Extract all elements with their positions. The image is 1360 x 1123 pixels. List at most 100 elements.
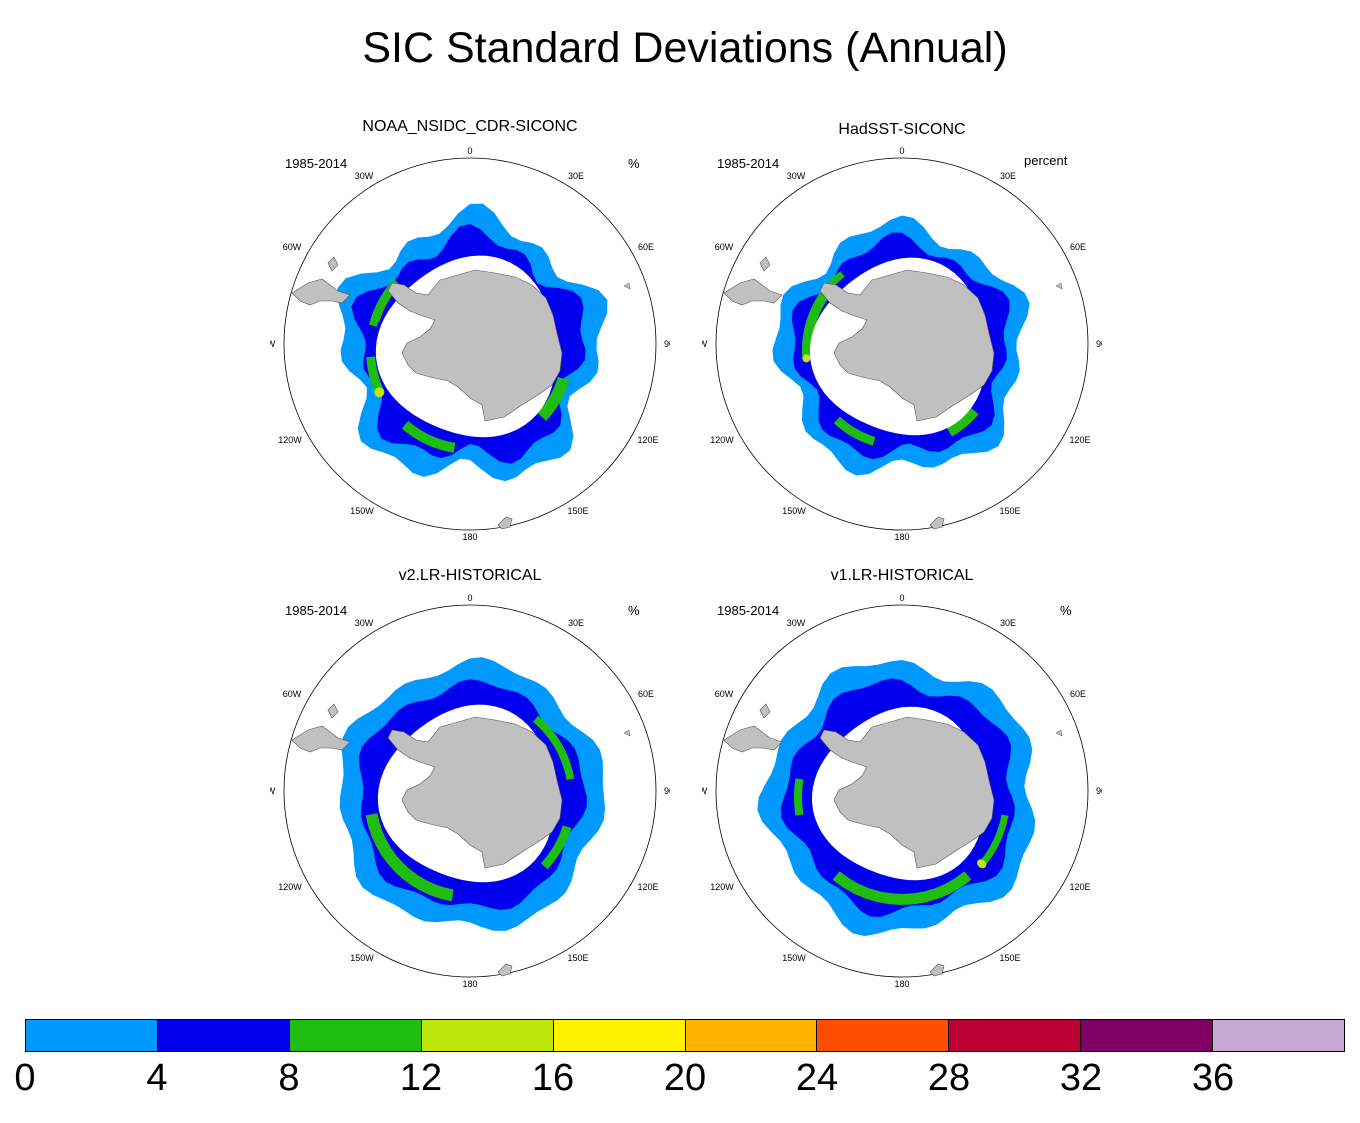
map-panel-noaa: NOAA_NSIDC_CDR-SICONC 1985-2014 % 0 30E 60… — [270, 115, 670, 555]
colorbar — [25, 1019, 1345, 1052]
colorbar-tick-label: 4 — [146, 1057, 168, 1099]
sic-level-8-12 — [947, 407, 979, 437]
sic-level-8-12 — [833, 416, 876, 446]
lon-label: 90W — [270, 339, 276, 349]
lon-label: 90E — [1096, 786, 1102, 796]
lon-label: 30E — [1000, 171, 1016, 181]
lon-label: 30W — [787, 171, 806, 181]
lon-label: 90W — [702, 339, 708, 349]
colorbar-tick-label: 20 — [663, 1057, 707, 1099]
panel-title: v2.LR-HISTORICAL — [398, 567, 542, 584]
lon-label: 120E — [1069, 882, 1090, 892]
colorbar-swatch — [1213, 1020, 1345, 1051]
lon-label: 90W — [702, 786, 708, 796]
lon-label: 60E — [638, 242, 654, 252]
colorbar-swatch — [949, 1020, 1082, 1051]
sic-level-8-12 — [401, 420, 456, 453]
lon-label: 0 — [899, 146, 904, 156]
sic-level-8-12 — [365, 813, 454, 902]
colorbar-tick-label: 12 — [399, 1057, 443, 1099]
panel-period: 1985-2014 — [717, 156, 780, 171]
lon-label: 0 — [467, 593, 472, 603]
colorbar-swatch — [553, 1020, 686, 1051]
lon-label: 30E — [568, 618, 584, 628]
lon-label: 60E — [1070, 689, 1086, 699]
lon-label: 150E — [567, 506, 588, 516]
panel-units: % — [628, 156, 640, 171]
lon-label: 180 — [462, 532, 477, 542]
panel-title: HadSST-SICONC — [838, 121, 966, 138]
lon-label: 90E — [664, 339, 670, 349]
lon-label: 30W — [355, 171, 374, 181]
lon-label: 180 — [894, 532, 909, 542]
colorbar-tick-label: 32 — [1059, 1057, 1103, 1099]
lon-label: 90E — [1096, 339, 1102, 349]
colorbar-tick-label: 28 — [927, 1057, 971, 1099]
island-landmass — [1055, 729, 1063, 737]
sic-level-8-12 — [537, 376, 570, 421]
lon-label: 0 — [899, 593, 904, 603]
south-america-landmass — [723, 703, 783, 753]
map-panel-v1: v1.LR-HISTORICAL 1985-2014 % 0 30E 60E 90E 1… — [702, 562, 1102, 1002]
south-america-landmass — [291, 703, 351, 753]
antarctica-landmass — [387, 716, 563, 869]
lon-label: 120W — [710, 882, 734, 892]
lon-label: 30W — [787, 618, 806, 628]
lon-label: 150E — [567, 953, 588, 963]
new-zealand-landmass — [497, 516, 513, 530]
island-landmass — [623, 729, 631, 737]
figure-title: SIC Standard Deviations (Annual) — [362, 24, 1008, 72]
lon-label: 0 — [467, 146, 472, 156]
island-landmass — [623, 282, 631, 290]
panel-period: 1985-2014 — [717, 603, 780, 618]
map-panel-v2: v2.LR-HISTORICAL 1985-2014 % 0 30E 60E 90E 1… — [270, 562, 670, 1002]
island-landmass — [1055, 282, 1063, 290]
lon-label: 60W — [715, 689, 734, 699]
sic-level-8-12 — [366, 356, 385, 396]
colorbar-swatch — [685, 1020, 818, 1051]
sic-level-8-12 — [794, 778, 804, 816]
new-zealand-landmass — [929, 516, 945, 530]
south-america-landmass — [723, 256, 783, 306]
lon-label: 150W — [782, 953, 806, 963]
new-zealand-landmass — [929, 963, 945, 977]
panel-units: % — [1060, 603, 1072, 618]
polar-map: 0 30E 60E 90E 120E 150E 180 150W 120W 90W 60W 30W — [702, 146, 1102, 542]
panel-period: 1985-2014 — [285, 156, 348, 171]
lon-label: 180 — [894, 979, 909, 989]
panel-title: NOAA_NSIDC_CDR-SICONC — [362, 118, 578, 135]
sic-level-8-12 — [979, 814, 1009, 867]
lon-label: 120W — [278, 435, 302, 445]
panel-units: percent — [1024, 153, 1068, 168]
lon-label: 60W — [715, 242, 734, 252]
lon-label: 90E — [664, 786, 670, 796]
colorbar-tick-label: 0 — [14, 1057, 36, 1099]
lon-label: 150W — [350, 953, 374, 963]
sic-level-12-16 — [374, 387, 385, 398]
colorbar-swatch — [26, 1020, 158, 1051]
new-zealand-landmass — [497, 963, 513, 977]
panel-period: 1985-2014 — [285, 603, 348, 618]
sic-level-8-12 — [533, 715, 575, 780]
colorbar-tick-label: 36 — [1191, 1057, 1235, 1099]
lon-label: 30E — [568, 171, 584, 181]
lon-label: 150E — [999, 506, 1020, 516]
polar-map: 0 30E 60E 90E 120E 150E 180 150W 120W 90W 60W 30W — [702, 593, 1102, 989]
colorbar-swatch — [157, 1020, 290, 1051]
lon-label: 60W — [283, 242, 302, 252]
lon-label: 120E — [637, 882, 658, 892]
panel-units: % — [628, 603, 640, 618]
sic-level-8-12 — [540, 825, 572, 870]
colorbar-swatch — [421, 1020, 554, 1051]
lon-label: 120E — [1069, 435, 1090, 445]
lon-label: 60E — [1070, 242, 1086, 252]
sic-level-12-16 — [977, 859, 987, 869]
sic-level-12-16 — [802, 354, 811, 363]
polar-map: 0 30E 60E 90E 120E 150E 180 150W 120W 90W 60W 30W — [270, 593, 670, 989]
map-panel-hadsst: HadSST-SICONC 1985-2014 percent 0 30E 60E 9… — [702, 115, 1102, 555]
antarctica-landmass — [387, 269, 563, 422]
colorbar-tick-label: 24 — [795, 1057, 839, 1099]
colorbar-swatch — [289, 1020, 422, 1051]
lon-label: 150W — [782, 506, 806, 516]
sic-level-8-12 — [832, 871, 972, 905]
